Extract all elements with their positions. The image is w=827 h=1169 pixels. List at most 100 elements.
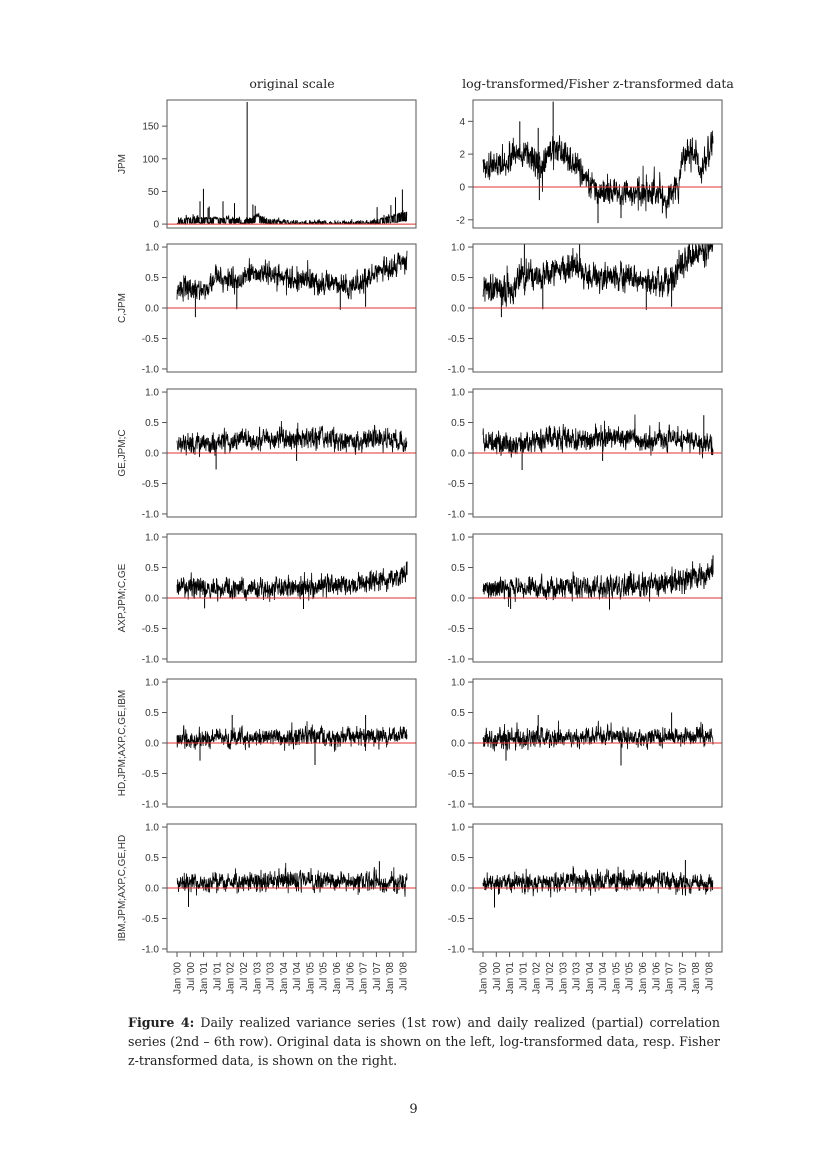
y-tick-label: 1.0 (145, 388, 159, 399)
x-tick-label: Jul '01 (518, 962, 529, 991)
y-tick-label: 0.0 (145, 884, 159, 895)
y-tick-label: 1.0 (451, 678, 465, 689)
y-tick-label: 1.0 (145, 533, 159, 544)
x-tick-label: Jul '04 (598, 962, 609, 991)
series-line (482, 559, 714, 608)
panel-row5-transformed: -1.0 -0.5 0.0 0.5 1.0 (448, 678, 723, 810)
y-axis-label: GE,JPM;C (117, 429, 128, 476)
series-line (482, 244, 714, 307)
panel-row2-transformed: -1.0 -0.5 0.0 0.5 1.0 (448, 243, 723, 375)
y-tick-label: -1.0 (448, 364, 466, 375)
y-tick-label: -0.5 (142, 334, 160, 345)
y-tick-label: 0.5 (145, 418, 159, 429)
y-tick-label: 0.0 (451, 304, 465, 315)
y-tick-label: -0.5 (142, 479, 160, 490)
series-line (482, 866, 714, 898)
y-tick-label: 0.5 (145, 563, 159, 574)
panel-row2-original: -1.0 -0.5 0.0 0.5 1.0 C,JPM (117, 243, 417, 375)
x-tick-label: Jul '07 (372, 962, 383, 991)
y-tick-label: -2 (456, 215, 465, 226)
y-tick-label: -1.0 (142, 364, 160, 375)
y-tick-label: -1.0 (142, 944, 160, 955)
y-tick-label: -0.5 (448, 624, 466, 635)
y-tick-label: 1.0 (451, 388, 465, 399)
x-tick-label: Jul '03 (266, 962, 277, 991)
panel-row4-original: -1.0 -0.5 0.0 0.5 1.0 AXP,JPM;C,GE (117, 533, 417, 665)
series-line (176, 721, 408, 752)
x-tick-label: Jan '02 (226, 962, 237, 994)
y-tick-label: 0.0 (451, 739, 465, 750)
series-line (176, 209, 408, 226)
x-tick-label: Jul '02 (239, 962, 250, 991)
y-axis-label: C,JPM (117, 293, 128, 323)
series-line (482, 414, 714, 459)
series-line (176, 862, 408, 897)
x-tick-label: Jan '08 (691, 962, 702, 994)
series-line (482, 720, 714, 752)
y-tick-label: 0.0 (145, 449, 159, 460)
figure: original scale log-transformed/Fisher z-… (117, 76, 734, 994)
x-tick-label: Jul '05 (319, 962, 330, 991)
caption-text: Daily realized variance series (1st row)… (128, 1015, 720, 1068)
y-tick-label: 1.0 (145, 823, 159, 834)
y-tick-label: 0.5 (451, 708, 465, 719)
y-tick-label: -1.0 (142, 654, 160, 665)
x-tick-label: Jan '04 (585, 962, 596, 994)
x-tick-label: Jul '03 (572, 962, 583, 991)
y-tick-label: 1.0 (451, 533, 465, 544)
y-axis-label: AXP,JPM;C,GE (117, 563, 128, 632)
y-tick-label: 0 (459, 182, 465, 193)
y-tick-label: 0.5 (145, 708, 159, 719)
x-tick-label: Jan '08 (385, 962, 396, 994)
y-tick-label: 1.0 (145, 243, 159, 254)
panel-row6-original: -1.0 -0.5 0.0 0.5 1.0 IBM,JPM;AXP,C,GE,HD Jan … (117, 823, 417, 994)
x-tick-label: Jan '00 (173, 962, 184, 994)
x-tick-label: Jan '00 (479, 962, 490, 994)
plot-frame (472, 99, 723, 229)
y-tick-label: 4 (459, 117, 465, 128)
y-tick-label: 1.0 (451, 823, 465, 834)
y-tick-label: 1.0 (145, 678, 159, 689)
plot-frame (166, 99, 417, 229)
caption-label: Figure 4: (128, 1015, 195, 1030)
y-tick-label: 0.0 (145, 304, 159, 315)
y-tick-label: 0.0 (451, 449, 465, 460)
x-tick-label: Jul '00 (492, 962, 503, 991)
x-tick-label: Jan '07 (665, 962, 676, 994)
y-tick-label: -1.0 (448, 944, 466, 955)
y-tick-label: -1.0 (448, 799, 466, 810)
y-tick-label: 0.5 (145, 853, 159, 864)
x-tick-label: Jan '07 (359, 962, 370, 994)
y-tick-label: 0.0 (451, 884, 465, 895)
x-tick-label: Jan '03 (252, 962, 263, 994)
page-number: 9 (409, 1102, 418, 1117)
y-tick-label: 100 (142, 154, 159, 165)
x-tick-label: Jan '01 (505, 962, 516, 994)
figure-caption: Figure 4: Daily realized variance series… (128, 1013, 720, 1070)
y-tick-label: -0.5 (448, 769, 466, 780)
y-tick-label: -0.5 (448, 334, 466, 345)
y-tick-label: 0 (153, 220, 159, 231)
y-tick-label: 0.5 (451, 853, 465, 864)
y-tick-label: 150 (142, 122, 159, 133)
x-tick-label: Jul '00 (186, 962, 197, 991)
series-line (176, 250, 408, 302)
x-tick-label: Jul '07 (678, 962, 689, 991)
plot-grid: 050100150JPM-2024-1.0-0.50.00.51.0C,JPM-… (117, 99, 723, 994)
panel-row4-transformed: -1.0 -0.5 0.0 0.5 1.0 (448, 533, 723, 665)
panel-row3-transformed: -1.0 -0.5 0.0 0.5 1.0 (448, 388, 723, 520)
x-tick-label: Jul '06 (651, 962, 662, 991)
x-tick-label: Jul '08 (399, 962, 410, 991)
y-tick-label: -1.0 (448, 509, 466, 520)
y-tick-label: 0.0 (451, 594, 465, 605)
column-title-original: original scale (249, 76, 335, 91)
x-tick-label: Jan '03 (558, 962, 569, 994)
y-axis-label: HD,JPM;AXP,C,GE,IBM (117, 690, 128, 797)
x-tick-label: Jan '05 (611, 962, 622, 994)
x-tick-label: Jul '05 (625, 962, 636, 991)
y-tick-label: 1.0 (451, 243, 465, 254)
column-title-transformed: log-transformed/Fisher z-transformed dat… (462, 76, 734, 91)
series-line (176, 562, 408, 602)
panel-row5-original: -1.0 -0.5 0.0 0.5 1.0 HD,JPM;AXP,C,GE,IBM (117, 678, 417, 810)
